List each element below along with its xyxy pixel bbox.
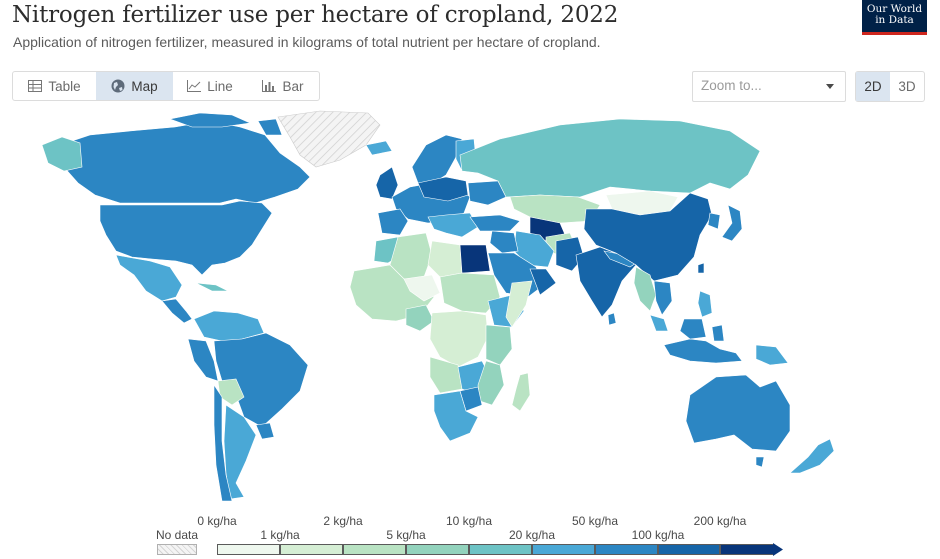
legend-threshold-5: 20 kg/ha [508, 528, 556, 542]
borneo-sulawesi-region[interactable] [679, 318, 725, 342]
iceland-region[interactable] [365, 140, 393, 156]
italy-balkans-region[interactable] [427, 212, 479, 238]
australia-region[interactable] [685, 374, 791, 452]
indonesia-region[interactable] [663, 338, 743, 364]
legend-bin-7 [658, 544, 720, 555]
iberia-region[interactable] [377, 208, 409, 236]
legend-arrow-icon [773, 543, 783, 556]
myanmar-thailand-region[interactable] [633, 266, 657, 312]
legend-bin-6 [595, 544, 658, 555]
malaysia-region[interactable] [649, 314, 669, 332]
zoom-to-select[interactable]: Zoom to... [692, 71, 846, 102]
page-subtitle: Application of nitrogen fertilizer, meas… [13, 34, 601, 50]
tab-table[interactable]: Table [13, 72, 96, 100]
argentina-region[interactable] [223, 404, 257, 500]
view-3d-button[interactable]: 3D [898, 79, 916, 94]
iraq-syria-region[interactable] [489, 230, 519, 254]
view-toggle: 2D 3D [855, 71, 925, 102]
central-africa-region[interactable] [429, 310, 489, 368]
uk-ireland-region[interactable] [375, 166, 399, 200]
nigeria-region[interactable] [405, 304, 435, 332]
taiwan-region[interactable] [697, 262, 705, 274]
map-legend: No data 0 kg/ha 1 kg/ha 2 kg/ha 5 kg/ha … [0, 512, 940, 559]
somalia-region[interactable] [505, 280, 533, 328]
new-zealand-region[interactable] [789, 438, 835, 474]
tab-line[interactable]: Line [173, 72, 247, 100]
chart-type-tabs: Table Map Line Bar [12, 71, 320, 101]
logo-line-2: in Data [875, 14, 914, 26]
line-chart-icon [187, 80, 202, 92]
turkey-region[interactable] [469, 214, 521, 232]
zoom-placeholder: Zoom to... [701, 78, 762, 93]
uruguay-region[interactable] [255, 422, 275, 440]
legend-threshold-2: 2 kg/ha [323, 514, 363, 528]
table-icon [28, 80, 43, 92]
cuba-region[interactable] [195, 282, 229, 292]
legend-threshold-3: 5 kg/ha [386, 528, 426, 542]
legend-bin-3 [406, 544, 469, 555]
tab-table-label: Table [48, 78, 81, 94]
colombia-venezuela-region[interactable] [193, 310, 265, 342]
view-2d-button[interactable]: 2D [856, 72, 890, 101]
angola-region[interactable] [429, 356, 463, 394]
legend-threshold-0: 0 kg/ha [197, 514, 237, 528]
madagascar-region[interactable] [511, 372, 531, 412]
mali-niger-region[interactable] [403, 274, 441, 302]
globe-icon [111, 79, 125, 93]
legend-threshold-1: 1 kg/ha [260, 528, 300, 542]
tab-line-label: Line [207, 78, 233, 94]
legend-threshold-8: 200 kg/ha [693, 514, 747, 528]
russia-region[interactable] [459, 118, 761, 198]
egypt-region[interactable] [459, 244, 491, 274]
philippines-region[interactable] [697, 290, 713, 318]
legend-bin-8 [720, 544, 774, 555]
sri-lanka-region[interactable] [607, 312, 617, 326]
oman-uae-region[interactable] [529, 268, 557, 296]
logo-line-1: Our World [866, 3, 923, 15]
legend-bin-0 [217, 544, 280, 555]
ukraine-region[interactable] [467, 180, 507, 206]
greenland-region[interactable] [277, 110, 381, 168]
tasmania-region[interactable] [755, 456, 765, 468]
vietnam-region[interactable] [653, 280, 673, 316]
legend-bin-5 [532, 544, 595, 555]
legend-bin-4 [469, 544, 532, 555]
scandinavia-region[interactable] [411, 134, 463, 186]
peru-region[interactable] [187, 338, 219, 382]
alaska-region[interactable] [41, 136, 83, 172]
tab-bar-label: Bar [282, 78, 304, 94]
page-title: Nitrogen fertilizer use per hectare of c… [12, 2, 619, 28]
legend-no-data-swatch [157, 544, 197, 555]
libya-region[interactable] [427, 240, 463, 278]
legend-threshold-4: 10 kg/ha [445, 514, 493, 528]
papua-new-guinea-region[interactable] [755, 344, 789, 366]
china-region[interactable] [583, 192, 713, 282]
legend-bin-1 [280, 544, 343, 555]
legend-threshold-6: 50 kg/ha [571, 514, 619, 528]
world-map[interactable] [0, 105, 940, 505]
bar-chart-icon [262, 80, 277, 92]
south-africa-region[interactable] [433, 390, 479, 442]
logo-accent-bar [862, 32, 927, 35]
korea-japan-region[interactable] [707, 204, 743, 242]
legend-threshold-7: 100 kg/ha [631, 528, 685, 542]
east-africa-region[interactable] [485, 324, 513, 366]
india-region[interactable] [575, 246, 637, 318]
central-america-region[interactable] [161, 298, 193, 324]
tab-map[interactable]: Map [96, 72, 173, 100]
legend-bin-2 [343, 544, 406, 555]
chile-region[interactable] [213, 384, 233, 502]
canada-arctic-islands[interactable] [168, 112, 283, 136]
legend-no-data-label: No data [155, 528, 199, 542]
mexico-region[interactable] [115, 254, 183, 302]
owid-logo[interactable]: Our World in Data [862, 0, 927, 35]
tab-bar[interactable]: Bar [247, 72, 319, 100]
germany-poland-region[interactable] [417, 176, 469, 202]
usa-region[interactable] [99, 200, 273, 276]
mozambique-region[interactable] [477, 360, 505, 406]
tab-map-label: Map [131, 78, 158, 94]
chevron-down-icon [826, 84, 834, 89]
